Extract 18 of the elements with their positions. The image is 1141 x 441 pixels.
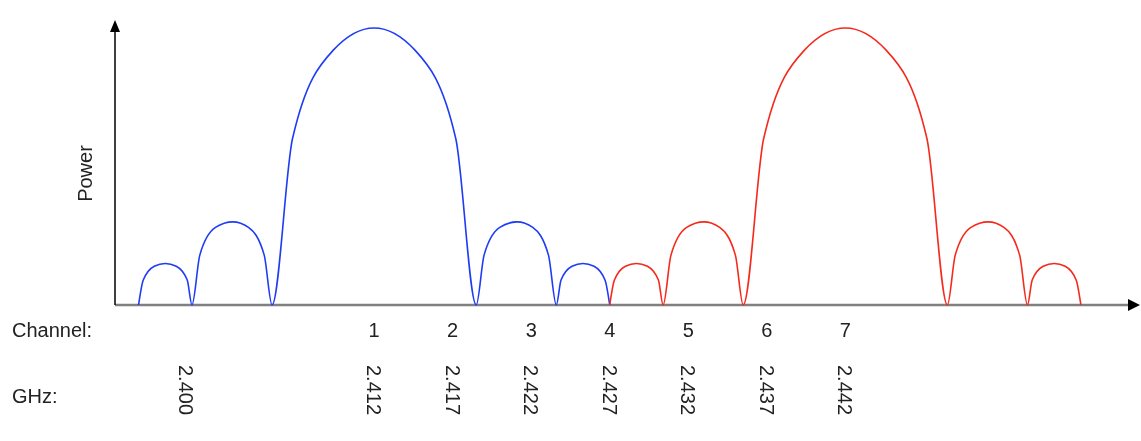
x-tick-label: 2.417: [441, 365, 464, 416]
x2-tick-label: 3: [525, 319, 537, 341]
x-tick-label: 2.427: [598, 365, 621, 416]
x-tick-label: 2.432: [677, 365, 700, 416]
y-axis-title: Power: [74, 144, 96, 202]
x2-tick-label: 5: [682, 319, 694, 341]
x-tick-label: 2.412: [363, 365, 386, 416]
x2-tick-label: 7: [839, 319, 851, 341]
x-tick-label: 2.422: [520, 365, 543, 416]
x-tick-label: 2.442: [834, 365, 857, 416]
x2-axis-title: Channel:: [12, 319, 93, 341]
x2-tick-label: 1: [368, 319, 380, 341]
x-tick-label: 2.437: [755, 365, 778, 416]
x-axis-title: GHz:: [12, 385, 58, 407]
x2-tick-label: 2: [447, 319, 459, 341]
x-tick-label: 2.400: [174, 365, 197, 416]
x2-tick-label: 6: [761, 319, 773, 341]
x2-tick-label: 4: [604, 319, 616, 341]
